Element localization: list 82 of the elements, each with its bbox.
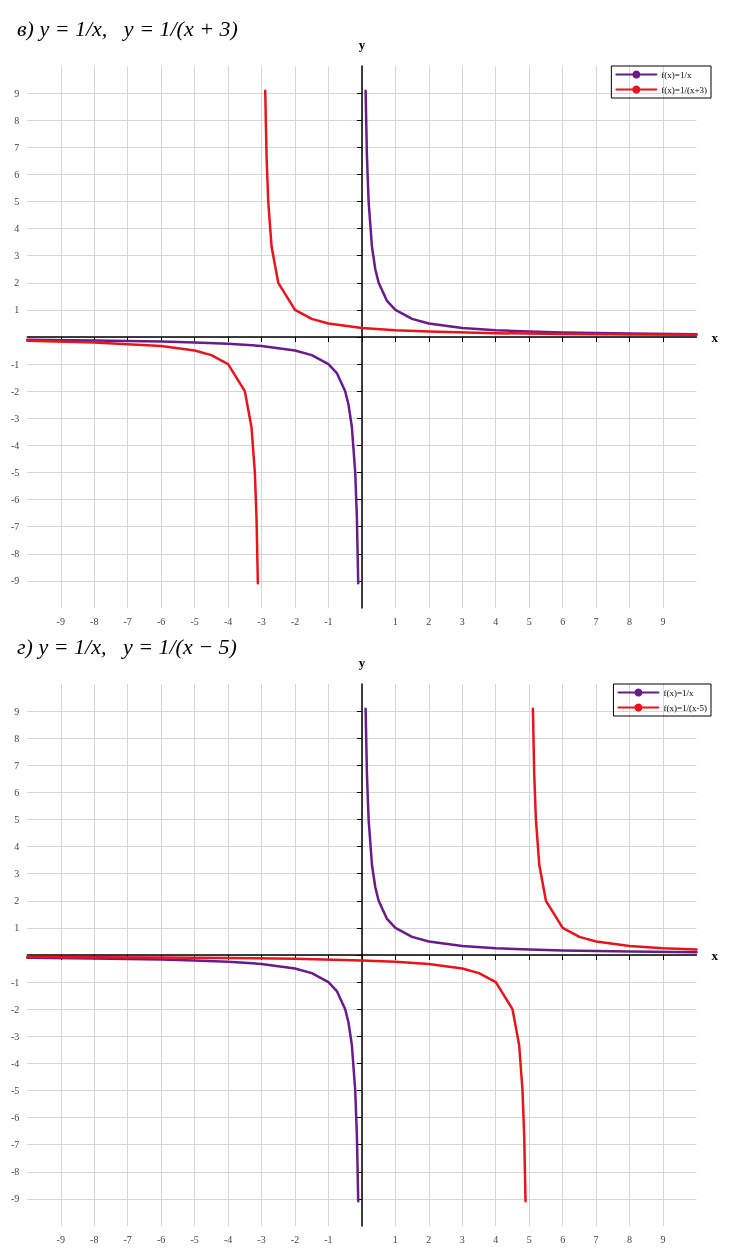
y-tick-label: -2 [10,1003,20,1015]
x-tick-label: -6 [156,1233,166,1245]
x-tick-label: 9 [660,615,666,627]
y-tick-label: 4 [14,841,20,853]
x-tick-label: -9 [56,1233,65,1245]
x-tick-label: -1 [324,1233,333,1245]
chart-title: г) y = 1/x, y = 1/(x − 5) [17,633,237,659]
y-tick-label: -4 [10,1057,20,1069]
x-tick-label: 7 [593,615,599,627]
y-tick-label: 6 [14,168,20,180]
y-tick-label: -1 [10,358,20,370]
x-tick-label: 1 [392,615,398,627]
y-tick-label: -2 [10,385,20,397]
x-tick-label: 8 [627,1233,633,1245]
x-tick-label: 1 [392,1233,398,1245]
y-tick-label: 5 [14,196,20,207]
y-axis-title: y [358,37,366,52]
y-tick-label: 9 [14,87,20,99]
x-tick-label: 9 [660,1233,666,1245]
legend-label: f(x)=1/x [663,687,695,698]
y-tick-label: -5 [10,467,20,478]
y-tick-label: -3 [10,412,20,424]
x-tick-label: 6 [560,1233,566,1245]
x-tick-label: -7 [123,615,132,627]
x-tick-label: 5 [526,615,532,627]
x-axis-title: x [711,329,719,345]
x-tick-label: 8 [627,615,633,627]
x-tick-label: -3 [257,1233,266,1245]
y-tick-label: 9 [14,705,20,717]
y-tick-label: 4 [14,223,20,235]
y-tick-label: -7 [10,1139,20,1151]
x-tick-label: -8 [90,1233,99,1245]
x-tick-label: -2 [290,615,300,627]
y-tick-label: 8 [14,114,20,126]
x-tick-label: -5 [190,615,199,627]
x-tick-label: -3 [257,615,266,627]
x-tick-label: 3 [459,615,465,627]
x-tick-label: -7 [123,1233,132,1245]
y-tick-label: 2 [14,277,20,289]
y-tick-label: 7 [14,141,20,153]
y-tick-label: 6 [14,786,20,798]
x-tick-label: 6 [560,615,566,627]
x-tick-label: 2 [426,615,432,627]
x-tick-label: 7 [593,1233,599,1245]
chart-title: в) y = 1/x, y = 1/(x + 3) [17,15,238,41]
x-tick-label: 4 [493,1233,499,1245]
legend-label: f(x)=1/x [661,69,692,80]
y-tick-label: 2 [14,895,20,907]
y-tick-label: -9 [10,1193,20,1205]
x-tick-label: 4 [493,615,499,627]
y-tick-label: -3 [10,1030,20,1042]
x-tick-label: 5 [526,1233,532,1245]
x-tick-label: 3 [459,1233,465,1245]
y-tick-label: 8 [14,732,20,744]
y-tick-label: 3 [14,250,20,262]
x-tick-label: 2 [426,1233,432,1245]
y-tick-label: -6 [10,1112,20,1124]
x-axis-title: x [711,947,719,963]
y-axis-title: y [358,655,366,670]
x-tick-label: -6 [156,615,166,627]
x-tick-label: -9 [56,615,65,627]
legend-label: f(x)=1/(x-5) [663,702,707,713]
x-tick-label: -1 [324,615,333,627]
y-tick-label: -1 [10,976,20,988]
y-tick-label: -7 [10,521,20,533]
y-tick-label: -4 [10,439,20,451]
y-tick-label: -6 [10,494,20,506]
y-tick-label: 3 [14,868,20,880]
x-tick-label: -2 [290,1233,300,1245]
y-tick-label: -5 [10,1085,20,1096]
y-tick-label: 5 [14,814,20,825]
y-tick-label: 1 [14,304,20,316]
x-tick-label: -8 [90,615,99,627]
x-tick-label: -4 [223,1233,233,1245]
y-tick-label: -8 [10,548,20,560]
y-tick-label: -9 [10,575,20,587]
y-tick-label: -8 [10,1166,20,1178]
y-tick-label: 1 [14,922,20,934]
x-tick-label: -5 [190,1233,199,1245]
x-tick-label: -4 [223,615,233,627]
y-tick-label: 7 [14,759,20,771]
legend-label: f(x)=1/(x+3) [661,84,707,95]
